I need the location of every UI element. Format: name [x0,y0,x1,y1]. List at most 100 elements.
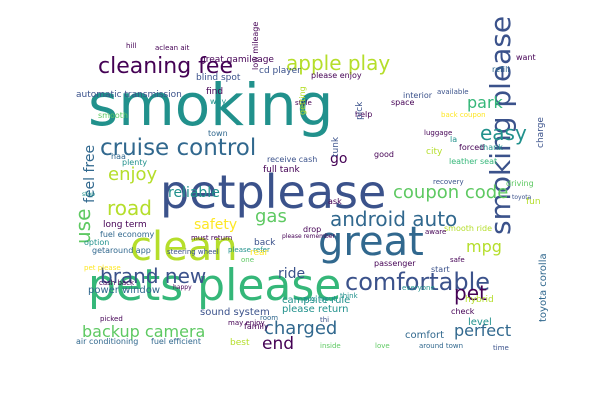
word-pet: pet [454,281,487,305]
word-feel-free: feel free [82,145,98,203]
word-smoking-please: smoking please [484,16,517,235]
word-please-enjoy: please enjoy [311,71,362,80]
word-low-mileage: low mileage [251,22,260,70]
word-use: use [71,209,95,244]
word-may-enjoy: may enjoy [228,319,265,327]
word-apple-play: apple play [286,51,390,75]
word-long-term: long term [103,220,147,230]
word-forced: forced [459,143,484,152]
word-option: option [84,238,109,247]
word-ask: ask [328,197,342,206]
word-everyone: everyone [402,284,435,292]
word-pick: pick [355,101,365,120]
word-perfect: perfect [454,321,511,340]
word-smooth: smooth [98,111,128,120]
word-start: start [431,265,450,274]
word-go: go [330,151,347,167]
word-picked: picked [100,315,123,323]
word-good: good [374,150,394,159]
word-coupon-code: coupon code [393,182,508,203]
word-inside: inside [320,342,341,350]
word-recovery: recovery [433,178,464,186]
word-safe: safe [450,256,465,264]
word-end: end [262,334,294,354]
word-gas: gas [255,206,287,227]
word-steering-wheel: steering wheel [167,248,219,256]
word-style: style [295,99,312,107]
word-receive-cash: receive cash [267,155,317,164]
word-must-return: must return [191,234,232,242]
word-power-window: power window [88,285,160,296]
word-want: want [516,53,536,62]
word-reliable: reliable [168,185,220,201]
word-aux-input: aux input [303,295,336,303]
word-sound-system: sound system [200,307,270,318]
word-thi: thi [320,316,329,324]
word-please-return: please return [282,304,349,315]
word-backup-camera: backup camera [82,322,205,341]
word-thank: thank [480,143,503,152]
word-aclean-ait: aclean ait [155,44,190,52]
word-enjoy: enjoy [108,164,157,185]
word-cd-player: cd player [259,66,301,76]
word-cruise-control: cruise control [100,135,256,161]
word-family: family [244,322,269,331]
word-comfortable: comfortable [345,268,490,296]
word-time: time [493,344,509,352]
word-around-town: around town [419,342,463,350]
word-campsite-rule: campsite rule [282,295,350,306]
word-charged: charged [264,318,337,339]
word-charge: charge [536,117,546,148]
word-great-gamileage: great gamileage [200,55,274,65]
word-driving: driving [506,179,534,188]
word-cash-back: cash back [99,279,135,287]
word-refill: refill [492,65,510,74]
word-passenger: passenger [374,259,416,268]
word-getting: getting [298,86,307,115]
word-toyota: toyota [512,194,532,201]
word-plenty: plenty [122,158,147,167]
word-luggage: luggage [424,129,452,137]
word-hill: hill [126,42,136,50]
word-please-refer: please refer [228,246,270,254]
word-pet-please: pet please [84,264,121,272]
word-full-tank: full tank [263,165,300,175]
word-best: best [230,338,250,348]
word-comfort: comfort [405,330,444,341]
word-cleaning-fee: cleaning fee [98,54,233,79]
word-toyota-corolla: toyota corolla [538,253,549,322]
word-great: great [318,219,424,265]
word-mpg: mpg [466,237,502,256]
word-tunk: tunk [331,136,341,157]
word-smooth-ride: smooth ride [444,224,492,233]
word-fun: fun [526,197,541,207]
word-android-auto: android auto [330,207,457,231]
word-getaround-app: getaround app [92,246,151,255]
word-happy: happy [173,284,192,291]
word-brand-new: brand new [100,264,206,288]
word-aware: aware [425,228,446,236]
word-pets-please: pets please [88,260,341,311]
word-way: way [210,97,226,106]
word-back-coupon: back coupon [441,111,486,119]
word-help: help [355,110,372,119]
word-rear: rear [250,248,269,258]
word-level: level [468,317,492,328]
word-back: back [254,238,276,248]
word-stop: stop [82,191,95,198]
word-drop: drop [303,225,321,234]
word-air-conditioning: air conditioning [76,337,138,346]
word-space: space [391,98,415,107]
word-think: think [340,292,359,300]
word-smoking: smoking [88,71,333,139]
word-haa: haa [111,152,126,161]
word-road: road [107,196,152,220]
word-find: find [206,87,223,97]
word-hybrid: hybrid [465,295,494,305]
word-clean: clean [130,224,238,270]
word-town: town [208,129,228,138]
word-park: park [467,93,504,112]
word-interior: interior [403,91,433,100]
word-automatic-transmission: automatic transmission [76,90,182,100]
